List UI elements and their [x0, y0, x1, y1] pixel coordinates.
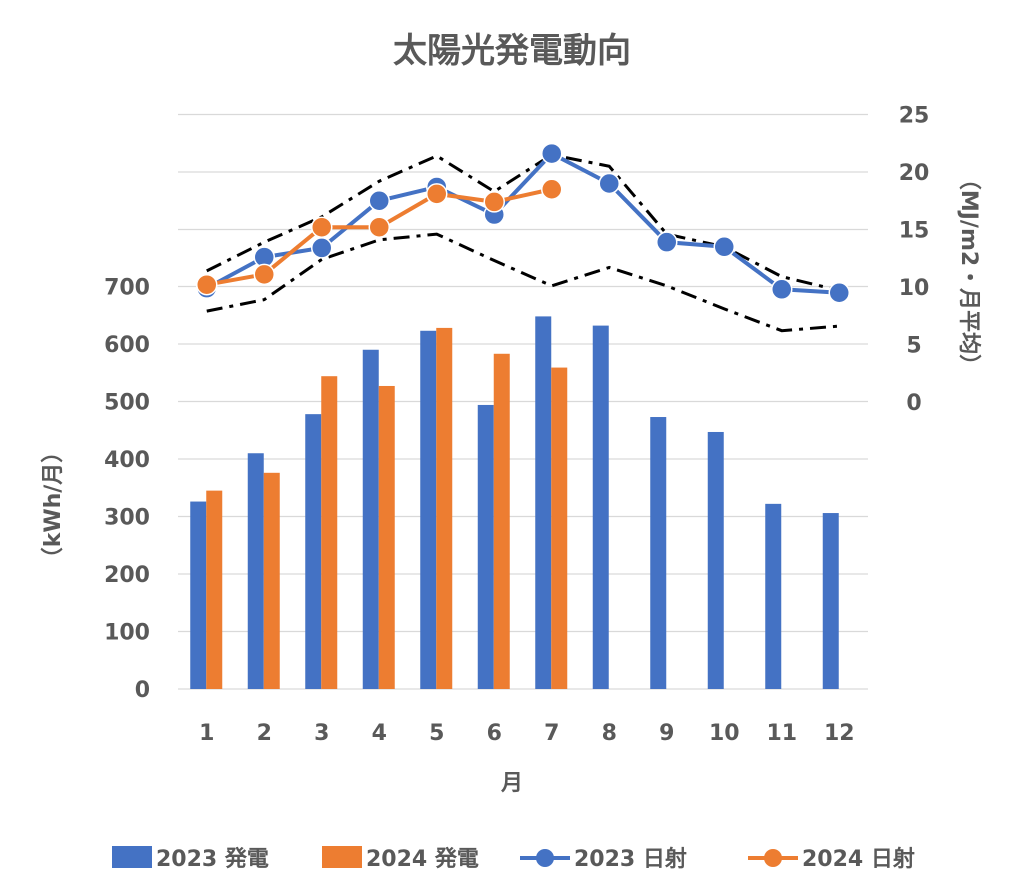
right-axis-ticks: 0 5 10 15 20 25	[899, 104, 930, 417]
left-axis-title: （kWh/月）	[41, 441, 66, 570]
legend-marker	[536, 849, 554, 867]
left-tick-label: 600	[104, 333, 150, 358]
bar-series	[190, 316, 839, 689]
bar-2023	[362, 349, 379, 689]
reference-lines	[206, 153, 840, 333]
legend-2023-generation: 2023 発電	[112, 846, 269, 872]
legend-label: 2023 日射	[574, 846, 687, 872]
bar-2023	[707, 431, 724, 689]
bar-2023	[765, 503, 782, 689]
x-tick-label: 8	[602, 721, 617, 746]
x-tick-label: 5	[429, 721, 444, 746]
x-tick-label: 12	[824, 721, 855, 746]
right-axis-title: （MJ/m2・月平均）	[956, 168, 982, 376]
legend-2024-generation: 2024 発電	[322, 846, 479, 872]
bar-2023	[477, 404, 494, 689]
legend-2023-irradiance: 2023 日射	[520, 846, 687, 872]
point-2024	[483, 191, 505, 213]
point-2023	[311, 237, 333, 259]
bar-2023	[650, 417, 667, 689]
point-2023	[771, 278, 793, 301]
point-2023	[656, 231, 678, 253]
reference-line-lower	[206, 232, 840, 333]
bar-2023	[592, 325, 609, 689]
legend-label: 2024 日射	[802, 846, 915, 872]
right-tick-label: 25	[899, 104, 930, 129]
legend-label: 2023 発電	[156, 847, 269, 872]
right-tick-label: 0	[906, 391, 921, 416]
bar-2023	[822, 513, 839, 689]
legend-2024-irradiance: 2024 日射	[748, 846, 915, 872]
x-tick-label: 6	[487, 721, 502, 746]
left-tick-label: 100	[104, 621, 150, 646]
x-tick-label: 4	[372, 721, 387, 746]
bar-2023	[305, 414, 322, 689]
bar-2024	[493, 353, 510, 689]
left-tick-label: 400	[104, 448, 150, 473]
right-tick-label: 20	[899, 161, 930, 186]
bar-2024	[263, 472, 280, 689]
bar-2023	[535, 316, 552, 689]
point-2024	[426, 183, 448, 205]
point-2023	[368, 190, 390, 212]
legend-label: 2024 発電	[366, 847, 479, 872]
bar-2024	[551, 367, 568, 689]
point-2023	[541, 142, 563, 165]
x-tick-label: 1	[199, 721, 214, 746]
right-tick-label: 10	[899, 276, 930, 301]
bar-2023	[247, 453, 264, 689]
bar-2024	[436, 327, 453, 689]
x-tick-label: 10	[709, 721, 740, 746]
legend: 2023 発電 2024 発電 2023 日射 2024 日射	[112, 846, 915, 872]
line-series	[196, 142, 850, 304]
x-axis-ticks: 1 2 3 4 5 6 7 8 9 10 11 12	[199, 721, 854, 746]
point-2024	[311, 216, 333, 238]
point-2023	[598, 172, 620, 195]
legend-marker	[764, 849, 782, 867]
x-tick-label: 3	[314, 721, 329, 746]
left-axis-ticks: 0 100 200 300 400 500 600 700	[104, 276, 150, 704]
left-tick-label: 0	[135, 678, 150, 703]
point-2024	[196, 273, 218, 296]
legend-swatch	[322, 846, 362, 868]
x-tick-label: 7	[544, 721, 559, 746]
bar-2024	[206, 490, 223, 689]
x-tick-label: 11	[766, 721, 797, 746]
right-tick-label: 15	[899, 219, 930, 244]
x-axis-title: 月	[500, 771, 523, 796]
reference-line-upper	[206, 153, 840, 292]
left-tick-label: 500	[104, 391, 150, 416]
chart-title: 太陽光発電動向	[393, 31, 631, 71]
left-tick-label: 200	[104, 563, 150, 588]
left-tick-label: 300	[104, 506, 150, 531]
legend-swatch	[112, 846, 152, 868]
point-2023	[828, 282, 850, 304]
point-2023	[713, 236, 735, 258]
gridlines	[178, 113, 868, 690]
bar-2023	[190, 501, 207, 689]
bar-2024	[378, 385, 395, 689]
left-tick-label: 700	[104, 276, 150, 301]
point-2024	[253, 263, 275, 286]
bar-2023	[420, 330, 437, 689]
right-tick-label: 5	[906, 334, 921, 359]
bar-2024	[321, 376, 338, 689]
x-tick-label: 2	[257, 721, 272, 746]
point-2024	[541, 178, 563, 200]
x-tick-label: 9	[659, 721, 674, 746]
point-2024	[368, 216, 390, 238]
